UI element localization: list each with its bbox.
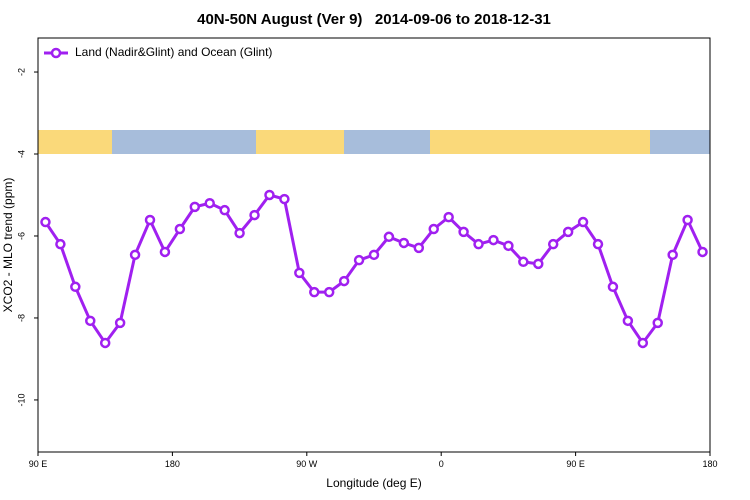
data-point [473,238,484,250]
data-point [398,237,410,249]
data-point [294,267,305,279]
chart-title: 40N-50N August (Ver 9) 2014-09-06 to 201… [197,11,551,28]
y-axis-label: XCO2 - MLO trend (ppm) [1,178,15,313]
data-point [547,238,559,250]
data-point [70,281,81,293]
x-tick-label: 180 [165,459,180,469]
data-point [234,227,245,239]
data-point [652,317,663,329]
data-point [458,226,469,238]
data-point [189,201,201,213]
data-point [443,211,454,223]
data-point [488,234,499,246]
data-point [667,249,678,261]
data-point [503,240,514,252]
data-point [85,315,96,327]
data-point [637,337,649,349]
x-tick-label: 90 W [296,459,318,469]
data-point [144,214,156,226]
data-point [353,254,365,266]
data-point [129,249,141,261]
data-point [592,238,604,250]
data-point [204,197,215,209]
data-point [577,216,589,228]
data-point [562,226,574,238]
legend-label: Land (Nadir&Glint) and Ocean (Glint) [75,45,272,59]
data-point [114,317,126,329]
y-tick-label: -6 [16,232,26,240]
data-point [428,223,439,235]
data-point [309,286,320,298]
data-point [99,337,111,349]
data-point [55,238,66,250]
data-point [249,209,260,221]
data-point [697,246,708,258]
series-line [44,193,704,346]
data-point [40,216,51,228]
data-point [383,231,395,243]
x-axis-label: Longitude (deg E) [326,476,421,490]
y-tick-label: -8 [16,314,26,322]
data-point [518,256,529,268]
data-point [279,193,290,205]
data-point [607,281,619,293]
x-tick-label: 90 E [29,459,48,469]
plot-frame [37,37,711,453]
data-point [622,315,634,327]
data-point [413,242,425,254]
data-point [159,246,171,258]
data-point [338,275,350,287]
x-tick-label: 180 [702,459,717,469]
y-tick-label: -2 [16,68,26,76]
data-point [368,249,380,261]
data-point [264,189,275,201]
x-tick-label: 90 E [566,459,585,469]
data-point [323,286,335,298]
map-strip [38,130,710,154]
y-tick-label: -4 [16,150,26,158]
data-point [219,204,230,216]
data-point [174,223,186,235]
legend-marker [50,47,62,59]
data-point [682,214,693,226]
y-tick-label: -10 [16,393,26,406]
x-tick-label: 0 [439,459,444,469]
data-point [533,258,544,270]
